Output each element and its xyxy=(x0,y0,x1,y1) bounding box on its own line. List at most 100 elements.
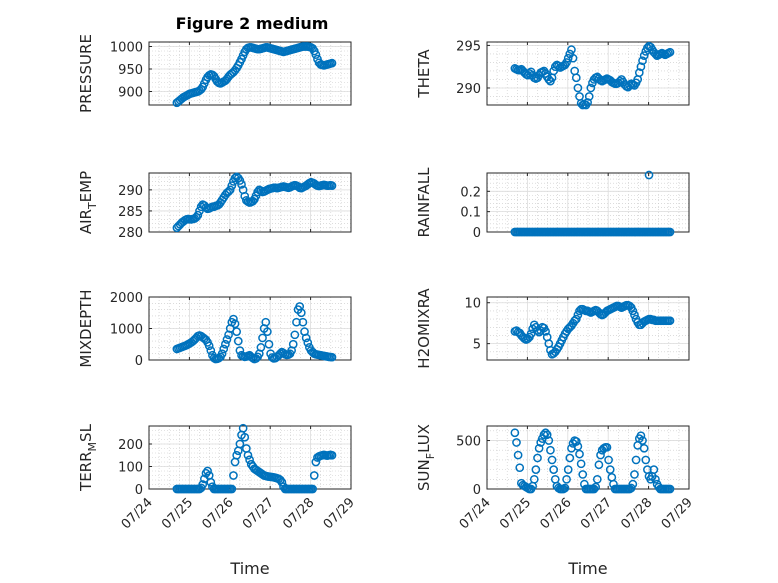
y-tick-label: 500 xyxy=(456,435,481,450)
data-point xyxy=(634,68,644,77)
data-point xyxy=(563,465,573,474)
data-point xyxy=(589,484,599,494)
data-point xyxy=(567,45,576,55)
data-point xyxy=(573,83,583,93)
subplot-sun-flux: 07/24 07/25 07/26 07/27 07/28 07/29 0 500 SUNFLU… xyxy=(415,424,696,578)
y-tick-label: 0.1 xyxy=(460,206,481,221)
data-point xyxy=(596,450,605,460)
data-point xyxy=(536,438,546,447)
data-point xyxy=(219,344,229,354)
data-point xyxy=(206,477,216,487)
data-point xyxy=(296,308,306,318)
x-tick-label: 07/26 xyxy=(538,495,575,532)
data-point xyxy=(571,73,581,83)
data-point xyxy=(562,474,571,484)
data-point xyxy=(665,484,675,494)
data-point xyxy=(515,463,525,473)
data-point xyxy=(290,330,300,340)
data-point xyxy=(512,438,521,447)
data-point xyxy=(571,437,581,446)
subplot-air-temp: 280 285 290 AIRTEMP xyxy=(77,171,352,241)
x-tick-label: 07/24 xyxy=(119,495,156,532)
data-point xyxy=(586,83,596,93)
data-point xyxy=(542,430,552,440)
data-point xyxy=(243,450,253,460)
data-point xyxy=(565,453,575,463)
axes-border xyxy=(148,425,352,490)
axes-border xyxy=(486,425,690,490)
data-point xyxy=(229,314,238,324)
data-point xyxy=(263,327,272,336)
data-point xyxy=(217,349,227,359)
x-tick-label: 07/28 xyxy=(280,495,317,532)
y-tick-label: 950 xyxy=(118,63,143,78)
data-point xyxy=(636,62,646,72)
y-tick-label: 0.2 xyxy=(460,185,481,200)
data-point xyxy=(301,333,311,343)
y-axis-label: MIXDEPTH xyxy=(77,289,95,367)
data-point xyxy=(541,327,550,336)
data-point xyxy=(630,470,639,479)
y-tick-label: 280 xyxy=(118,226,143,241)
data-point xyxy=(204,341,214,351)
x-tick-label: 07/27 xyxy=(578,495,615,532)
data-point xyxy=(264,339,274,349)
y-axis-label: AIRTEMP xyxy=(77,171,99,234)
data-point xyxy=(258,333,267,343)
y-axis-label: TERRMSL xyxy=(77,423,99,492)
y-tick-label: 290 xyxy=(456,82,481,97)
data-point xyxy=(576,459,586,469)
x-tick-label: 07/25 xyxy=(159,495,196,532)
data-point xyxy=(628,479,638,489)
data-point xyxy=(638,436,647,445)
data-point xyxy=(591,482,601,492)
data-point xyxy=(235,439,245,449)
data-point xyxy=(644,170,654,180)
data-point xyxy=(513,450,523,460)
data-point xyxy=(541,428,550,438)
data-point xyxy=(288,339,298,349)
data-point xyxy=(562,58,571,67)
data-point xyxy=(665,227,675,237)
y-tick-label: 0 xyxy=(135,354,143,369)
data-point xyxy=(261,317,271,327)
x-tick-label: 07/29 xyxy=(659,495,696,532)
y-axis-label: RAINFALL xyxy=(415,167,433,238)
data-point xyxy=(311,50,321,59)
data-point xyxy=(636,431,646,441)
y-tick-label: 100 xyxy=(118,461,143,476)
y-tick-label: 0 xyxy=(473,226,481,241)
y-tick-label: 1000 xyxy=(110,41,143,56)
subplot-terr-msl: 07/24 07/25 07/26 07/27 07/28 07/29 0 100 200 TER… xyxy=(77,423,358,578)
data-point xyxy=(303,338,313,348)
data-point xyxy=(193,210,203,220)
y-axis-label: PRESSURE xyxy=(77,34,95,113)
data-point xyxy=(604,455,613,465)
data-point xyxy=(298,317,308,327)
data-point xyxy=(547,455,557,465)
data-point xyxy=(227,181,237,190)
data-point xyxy=(539,430,549,440)
y-tick-label: 0 xyxy=(473,483,481,498)
data-point xyxy=(510,428,520,438)
data-point xyxy=(605,465,615,474)
data-point xyxy=(639,51,649,60)
data-point xyxy=(221,339,230,349)
data-point xyxy=(568,53,578,63)
data-point xyxy=(533,453,542,463)
data-point xyxy=(665,47,675,57)
subplot-rainfall: 0 0.1 0.2 RAINFALL xyxy=(415,167,690,241)
data-point xyxy=(628,306,638,316)
data-point xyxy=(256,343,266,352)
y-tick-label: 10 xyxy=(464,297,481,312)
data-point xyxy=(639,443,649,453)
data-point xyxy=(529,474,539,484)
data-point xyxy=(575,449,584,459)
data-point xyxy=(227,484,237,494)
x-tick-label: 07/27 xyxy=(240,495,277,532)
data-point xyxy=(237,180,246,189)
x-tick-label: 07/26 xyxy=(200,495,237,532)
y-tick-label: 1000 xyxy=(110,323,143,338)
data-point xyxy=(641,455,651,465)
data-point xyxy=(571,314,581,324)
